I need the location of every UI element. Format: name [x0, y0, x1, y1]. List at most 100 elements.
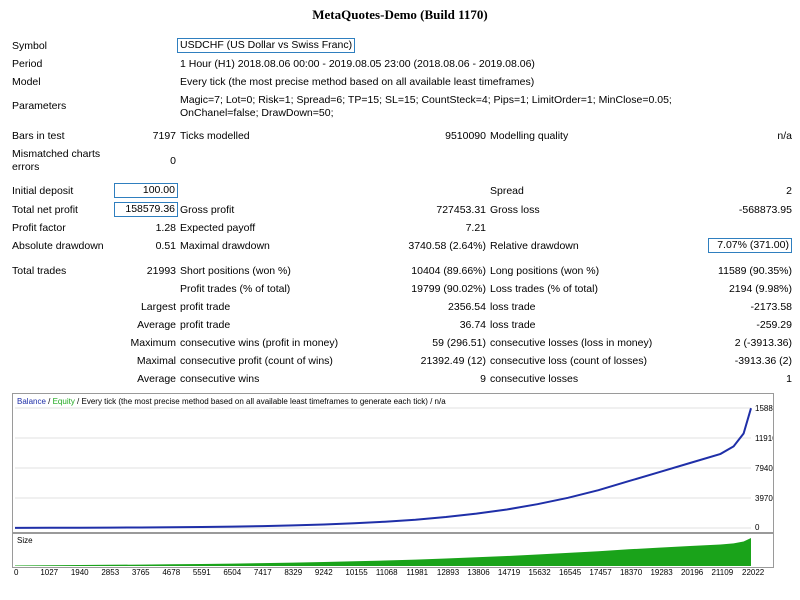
x-tick-label: 1027 — [40, 568, 59, 577]
average-profit-label: profit trade — [180, 319, 231, 331]
report-title: MetaQuotes-Demo (Build 1170) — [312, 7, 488, 22]
x-tick-label: 11981 — [406, 568, 429, 577]
rel-drawdown-label: Relative drawdown — [490, 240, 579, 252]
period-label: Period — [12, 58, 43, 70]
x-tick-label: 3765 — [131, 568, 150, 577]
x-tick-label: 16545 — [558, 568, 582, 577]
average-loss-label: loss trade — [490, 319, 536, 331]
abs-drawdown-value: 0.51 — [155, 240, 176, 252]
bars-label: Bars in test — [12, 130, 65, 142]
x-tick-label: 0 — [14, 568, 19, 577]
period-value: 1 Hour (H1) 2018.08.06 00:00 - 2019.08.0… — [180, 58, 535, 70]
largest-profit-value: 2356.54 — [448, 301, 486, 313]
x-tick-label: 20196 — [680, 568, 704, 577]
model-label: Model — [12, 76, 41, 88]
mismatched-label: Mismatched charts — [12, 148, 101, 160]
gross-profit-label: Gross profit — [180, 204, 235, 216]
ticks-value: 9510090 — [445, 130, 486, 142]
maximum-label: Maximum — [130, 337, 176, 349]
quality-label: Modelling quality — [490, 130, 569, 142]
spread-value: 2 — [786, 185, 792, 197]
mismatched-value: 0 — [170, 155, 176, 167]
initial-deposit-value: 100.00 — [114, 183, 178, 198]
size-chart-svg — [15, 538, 751, 566]
maximal-label: Maximal — [136, 355, 176, 367]
x-tick-label: 8329 — [284, 568, 303, 577]
x-tick-label: 15632 — [528, 568, 551, 577]
loss-trades-value: 2194 (9.98%) — [728, 283, 792, 295]
symbol-label: Symbol — [12, 40, 48, 52]
spread-label: Spread — [490, 185, 524, 197]
symbol-value: USDCHF (US Dollar vs Swiss Franc) — [177, 38, 356, 53]
short-positions-value: 10404 (89.66%) — [411, 265, 486, 277]
average-label: Average — [137, 319, 176, 331]
max-consec-losses-label: consecutive losses (loss in money) — [490, 337, 653, 349]
rel-drawdown-value: 7.07% (371.00) — [708, 238, 792, 253]
profit-factor-value: 1.28 — [155, 222, 176, 234]
largest-loss-value: -2173.58 — [750, 301, 792, 313]
bars-value: 7197 — [152, 130, 176, 142]
size-label: Size — [17, 536, 33, 545]
x-tick-label: 19283 — [650, 568, 673, 577]
x-tick-label: 22022 — [742, 568, 765, 577]
x-tick-label: 12893 — [436, 568, 460, 577]
ticks-label: Ticks modelled — [180, 130, 250, 142]
x-tick-label: 7417 — [253, 568, 272, 577]
total-trades-value: 21993 — [146, 265, 176, 277]
largest-profit-label: profit trade — [180, 301, 231, 313]
average-consec-losses-label: consecutive losses — [490, 373, 579, 385]
maximal-consec-loss-value: -3913.36 (2) — [734, 355, 792, 367]
x-tick-label: 9242 — [314, 568, 333, 577]
maximal-consec-profit-value: 21392.49 (12) — [420, 355, 486, 367]
max-consec-wins-label: consecutive wins (profit in money) — [180, 337, 339, 349]
expected-payoff-label: Expected payoff — [180, 222, 256, 234]
size-area — [15, 538, 751, 566]
mismatched-label-2: errors — [12, 161, 40, 173]
average-consec-label: Average — [137, 373, 176, 385]
gross-loss-value: -568873.95 — [738, 204, 792, 216]
x-tick-label: 6504 — [223, 568, 242, 577]
x-tick-label: 2853 — [101, 568, 120, 577]
x-tick-label: 10155 — [345, 568, 368, 577]
size-chart: Size — [12, 533, 774, 568]
max-consec-wins-value: 59 (296.51) — [432, 337, 486, 349]
parameters-line2: OnChanel=false; DrawDown=50; — [180, 107, 334, 119]
parameters-label: Parameters — [12, 100, 67, 112]
x-tick-label: 14719 — [497, 568, 521, 577]
short-positions-label: Short positions (won %) — [180, 265, 291, 277]
long-positions-label: Long positions (won %) — [490, 265, 600, 277]
balance-chart-svg: 158804 119103 79402 39701 0 — [14, 404, 773, 532]
average-loss-value: -259.29 — [756, 319, 792, 331]
average-profit-value: 36.74 — [459, 319, 486, 331]
y-tick-label: 0 — [755, 523, 760, 532]
abs-drawdown-label: Absolute drawdown — [12, 240, 104, 252]
y-tick-label: 119103 — [755, 434, 773, 443]
profit-trades-value: 19799 (90.02%) — [411, 283, 486, 295]
profit-factor-label: Profit factor — [12, 222, 66, 234]
total-trades-label: Total trades — [12, 265, 67, 277]
model-value: Every tick (the most precise method base… — [180, 76, 535, 88]
legend-balance: Balance — [17, 397, 46, 406]
x-tick-label: 4678 — [162, 568, 181, 577]
y-tick-label: 79402 — [755, 464, 773, 473]
net-profit-label: Total net profit — [12, 204, 78, 216]
profit-trades-label: Profit trades (% of total) — [180, 283, 291, 295]
legend-sep: / — [45, 397, 53, 406]
expected-payoff-value: 7.21 — [465, 222, 486, 234]
x-tick-label: 5591 — [192, 568, 211, 577]
average-consec-losses-value: 1 — [786, 373, 792, 385]
chart-legend: Balance / Equity / Every tick (the most … — [17, 397, 446, 406]
gross-loss-label: Gross loss — [490, 204, 540, 216]
net-profit-value: 158579.36 — [114, 202, 178, 217]
x-tick-label: 11068 — [375, 568, 398, 577]
largest-loss-label: loss trade — [490, 301, 536, 313]
x-tick-label: 13806 — [467, 568, 490, 577]
maximal-consec-profit-label: consecutive profit (count of wins) — [180, 355, 333, 367]
largest-label: Largest — [140, 301, 176, 313]
x-tick-label: 21109 — [711, 568, 734, 577]
x-tick-label: 1940 — [70, 568, 89, 577]
loss-trades-label: Loss trades (% of total) — [490, 283, 598, 295]
x-tick-label: 17457 — [589, 568, 612, 577]
max-consec-losses-value: 2 (-3913.36) — [734, 337, 792, 349]
long-positions-value: 11589 (90.35%) — [718, 265, 792, 277]
